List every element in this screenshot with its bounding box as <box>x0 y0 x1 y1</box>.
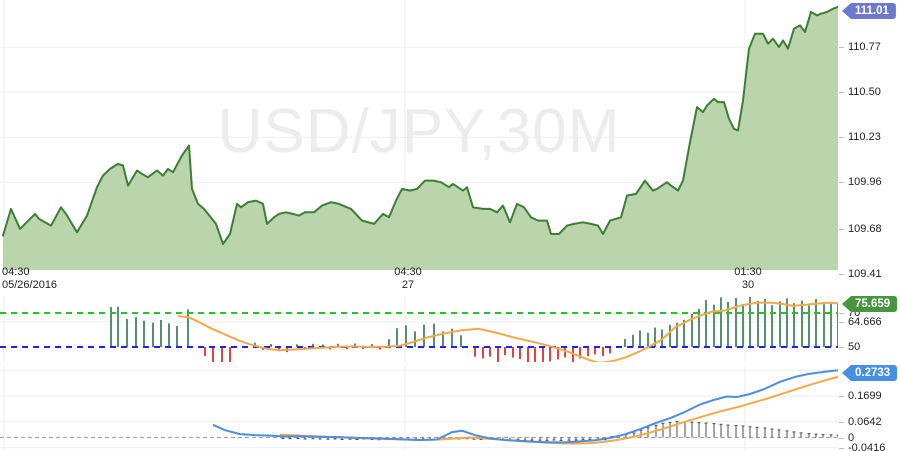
axis-tick <box>839 396 844 397</box>
axis-tick <box>839 182 844 183</box>
x-axis-label-time: 01:30 <box>734 266 762 278</box>
x-axis-label-time: 04:30 <box>394 266 422 278</box>
axis-tick <box>839 274 844 275</box>
y-axis-label: 0.1699 <box>848 390 882 402</box>
axis-tick <box>839 137 844 138</box>
axis-tick <box>839 438 844 439</box>
macd-chart[interactable] <box>0 365 838 451</box>
axis-tick <box>839 347 844 348</box>
oscillator-value-badge: 75.659 <box>842 296 898 312</box>
x-axis-label-date: 27 <box>401 279 415 291</box>
last-price-badge: 111.01 <box>842 3 896 19</box>
price-area-chart[interactable] <box>0 0 838 270</box>
y-axis-label: 110.77 <box>848 41 881 53</box>
y-axis-label: 64.666 <box>848 316 882 328</box>
axis-tick <box>839 313 844 314</box>
y-axis-label: 109.68 <box>848 223 882 235</box>
y-axis-label: 109.41 <box>848 268 882 280</box>
y-axis-label: -0.0416 <box>848 442 886 451</box>
x-axis-label-date: 30 <box>741 279 755 291</box>
y-axis-label: 110.23 <box>848 131 881 143</box>
oscillator-chart[interactable] <box>0 296 838 362</box>
x-axis-label-time: 04:30 <box>2 266 30 278</box>
axis-tick <box>839 422 844 423</box>
axis-tick <box>839 92 844 93</box>
y-axis-label: 110.50 <box>848 86 881 98</box>
x-axis-label-date: 05/26/2016 <box>2 279 58 291</box>
y-axis-label: 0 <box>848 432 855 444</box>
axis-tick <box>839 229 844 230</box>
macd-panel[interactable] <box>0 365 838 451</box>
macd-value-badge: 0.2733 <box>842 365 898 381</box>
y-axis-label: 0.0642 <box>848 416 882 428</box>
axis-tick <box>839 448 844 449</box>
oscillator-panel[interactable] <box>0 296 838 362</box>
price-chart-panel[interactable] <box>0 0 838 270</box>
y-axis-label: 50 <box>848 341 861 353</box>
y-axis-label: 109.96 <box>848 176 882 188</box>
axis-tick <box>839 47 844 48</box>
axis-tick <box>839 322 844 323</box>
